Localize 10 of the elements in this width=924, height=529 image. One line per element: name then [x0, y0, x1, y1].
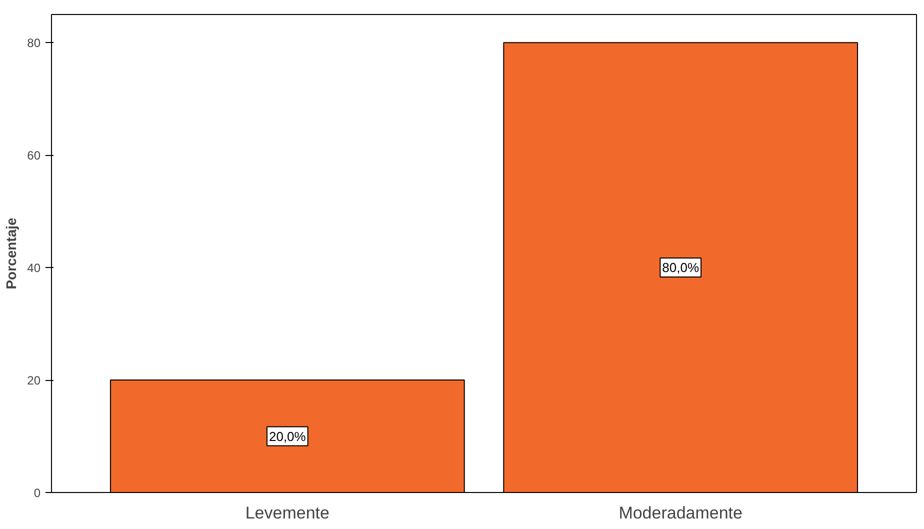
y-tick-label: 20 — [27, 374, 41, 388]
data-label: 20,0% — [268, 428, 306, 444]
y-axis-title: Porcentaje — [3, 217, 20, 290]
y-tick-label: 80 — [27, 36, 41, 50]
y-tick-label: 40 — [27, 261, 41, 276]
data-label: 80,0% — [662, 260, 700, 276]
y-tick-label: 0 — [34, 486, 41, 500]
x-tick-label: Moderadamente — [618, 504, 743, 522]
x-tick-label: Levemente — [245, 504, 330, 522]
y-tick-label: 60 — [27, 148, 41, 163]
